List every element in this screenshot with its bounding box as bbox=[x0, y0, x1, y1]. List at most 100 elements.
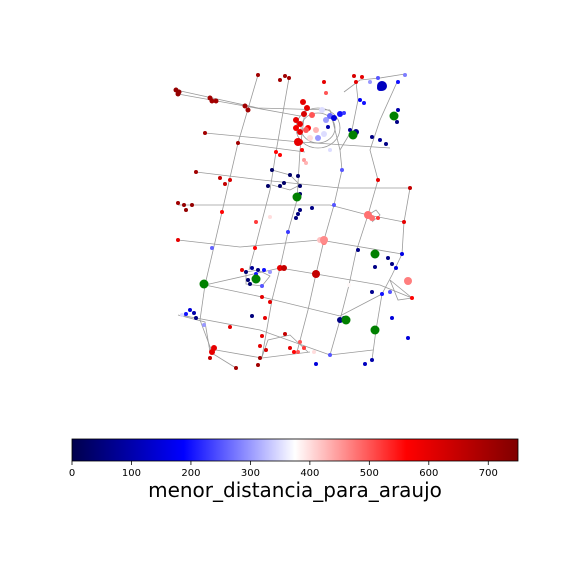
street-node bbox=[268, 270, 272, 274]
street-node bbox=[354, 80, 358, 84]
street-node bbox=[363, 362, 367, 366]
street-node bbox=[373, 265, 377, 269]
street-node bbox=[223, 182, 227, 186]
street-node bbox=[403, 73, 407, 77]
street-node bbox=[300, 99, 306, 105]
street-node bbox=[194, 316, 198, 320]
street-node bbox=[260, 334, 264, 338]
street-node bbox=[396, 108, 400, 112]
street-node bbox=[176, 238, 180, 242]
street-node bbox=[297, 129, 303, 135]
street-node bbox=[287, 76, 291, 80]
street-node bbox=[180, 313, 184, 317]
street-node bbox=[406, 336, 410, 340]
street-node bbox=[342, 111, 346, 115]
street-node bbox=[260, 284, 264, 288]
street-node bbox=[263, 316, 267, 320]
street-node bbox=[240, 268, 244, 272]
street-node bbox=[228, 178, 232, 182]
street-node bbox=[266, 184, 270, 188]
street-node bbox=[390, 262, 394, 266]
colorbar-tick-label: 500 bbox=[360, 468, 379, 479]
street-node bbox=[328, 148, 332, 152]
colorbar-tick-label: 0 bbox=[69, 468, 75, 479]
street-node bbox=[245, 107, 251, 113]
street-node bbox=[228, 325, 232, 329]
street-node bbox=[253, 246, 257, 250]
street-node bbox=[184, 312, 188, 316]
street-node bbox=[218, 176, 222, 180]
street-node bbox=[213, 98, 219, 104]
facility-marker bbox=[341, 315, 351, 325]
street-node bbox=[388, 290, 392, 294]
street-node bbox=[246, 278, 250, 282]
street-node bbox=[314, 362, 318, 366]
street-node bbox=[209, 349, 215, 355]
facility-marker bbox=[348, 130, 358, 140]
street-node bbox=[288, 173, 292, 177]
street-node bbox=[376, 76, 380, 80]
street-node bbox=[304, 105, 310, 111]
street-node bbox=[297, 121, 303, 127]
facility-marker bbox=[199, 279, 209, 289]
street-nodes bbox=[173, 73, 414, 370]
street-node bbox=[352, 74, 356, 78]
street-node bbox=[283, 332, 287, 336]
street-node bbox=[294, 138, 302, 146]
street-node bbox=[254, 220, 258, 224]
street-node bbox=[293, 117, 299, 123]
street-node bbox=[288, 346, 292, 350]
street-node bbox=[304, 161, 308, 165]
street-node bbox=[337, 317, 343, 323]
colorbar-tick-label: 100 bbox=[122, 468, 141, 479]
street-node bbox=[312, 270, 320, 278]
street-node bbox=[300, 148, 304, 152]
street-node bbox=[202, 323, 206, 327]
street-node bbox=[292, 350, 296, 354]
street-node bbox=[323, 117, 329, 123]
street-node bbox=[296, 174, 300, 178]
street-node bbox=[278, 78, 282, 82]
colorbar-tick-label: 300 bbox=[241, 468, 260, 479]
street-node bbox=[256, 268, 260, 272]
street-node bbox=[260, 295, 264, 299]
street-node bbox=[203, 131, 207, 135]
street-node bbox=[347, 283, 351, 287]
street-node bbox=[278, 153, 282, 157]
facility-marker bbox=[389, 111, 399, 121]
street-node bbox=[362, 101, 366, 105]
street-node bbox=[298, 184, 302, 188]
street-node bbox=[360, 75, 364, 79]
colorbar-tick-label: 600 bbox=[419, 468, 438, 479]
street-node bbox=[326, 125, 330, 129]
street-node bbox=[320, 236, 328, 244]
street-node bbox=[250, 314, 254, 318]
street-node bbox=[376, 216, 380, 220]
street-node bbox=[194, 170, 198, 174]
street-node bbox=[400, 252, 404, 256]
street-node bbox=[184, 208, 188, 212]
colorbar-tick-label: 200 bbox=[181, 468, 200, 479]
street-node bbox=[293, 125, 299, 131]
street-node bbox=[234, 366, 238, 370]
street-node bbox=[364, 211, 372, 219]
street-node bbox=[312, 350, 316, 354]
street-node bbox=[296, 212, 300, 216]
street-node bbox=[368, 80, 372, 84]
street-node bbox=[294, 216, 298, 220]
facility-marker bbox=[370, 249, 380, 259]
street-node bbox=[410, 296, 414, 300]
colorbar-tick-label: 400 bbox=[300, 468, 319, 479]
street-node bbox=[283, 74, 287, 78]
street-node bbox=[402, 220, 406, 224]
street-node bbox=[256, 73, 260, 77]
street-node bbox=[210, 246, 214, 250]
colorbar-tick-label: 700 bbox=[479, 468, 498, 479]
street-node bbox=[377, 81, 387, 91]
street-node bbox=[313, 127, 319, 133]
street-node bbox=[370, 358, 374, 362]
street-node bbox=[281, 265, 287, 271]
street-node bbox=[176, 89, 182, 95]
street-node bbox=[370, 135, 374, 139]
street-node bbox=[258, 344, 262, 348]
